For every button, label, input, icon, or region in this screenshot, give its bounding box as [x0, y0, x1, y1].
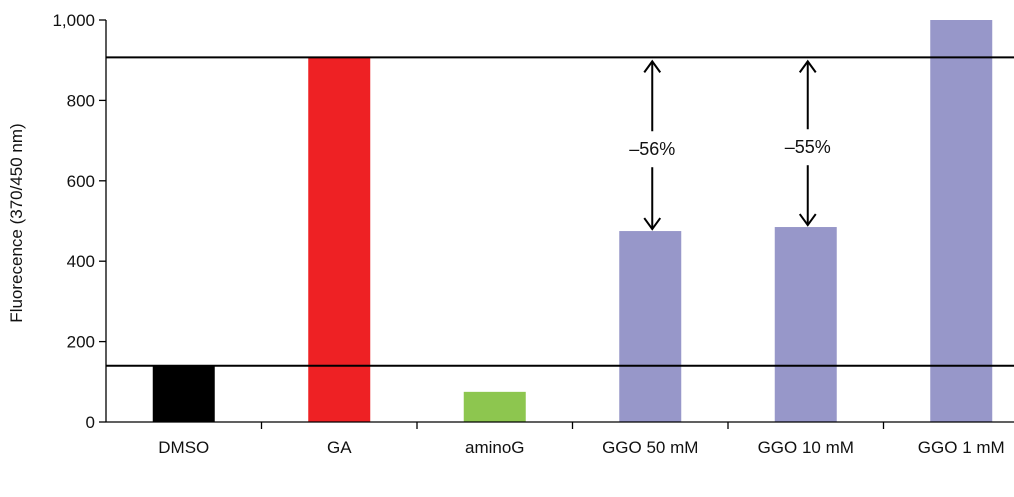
- x-tick-label: GA: [327, 438, 352, 457]
- y-tick-label: 400: [67, 252, 95, 271]
- bar-ggo-50-mm: [619, 231, 682, 422]
- y-axis-title: Fluorecence (370/450 nm): [7, 123, 26, 322]
- bar-ggo-1-mm: [930, 20, 993, 422]
- change-arrow: –56%: [629, 59, 675, 231]
- change-label: –56%: [629, 139, 675, 159]
- bar-aminog: [463, 391, 526, 422]
- change-arrow: –55%: [785, 59, 831, 227]
- y-tick-label: 600: [67, 172, 95, 191]
- bars: [152, 20, 993, 423]
- x-tick-label: GGO 50 mM: [602, 438, 698, 457]
- x-tick-label: GGO 10 mM: [758, 438, 854, 457]
- x-tick-label: aminoG: [465, 438, 525, 457]
- y-tick-label: 800: [67, 91, 95, 110]
- bar-dmso: [152, 365, 215, 422]
- axes: 0 200 400 600 800 1,000 DMSO GA aminoG GGO 50 mM G…: [52, 11, 1014, 457]
- annotations: –56% –55%: [106, 56, 1014, 367]
- x-tick-label: GGO 1 mM: [918, 438, 1005, 457]
- y-tick-label: 200: [67, 333, 95, 352]
- bar-ggo-10-mm: [774, 227, 837, 422]
- change-label: –55%: [785, 137, 831, 157]
- y-tick-label: 1,000: [52, 11, 95, 30]
- bar-ga: [308, 57, 371, 423]
- x-tick-label: DMSO: [158, 438, 209, 457]
- y-tick-label: 0: [86, 413, 95, 432]
